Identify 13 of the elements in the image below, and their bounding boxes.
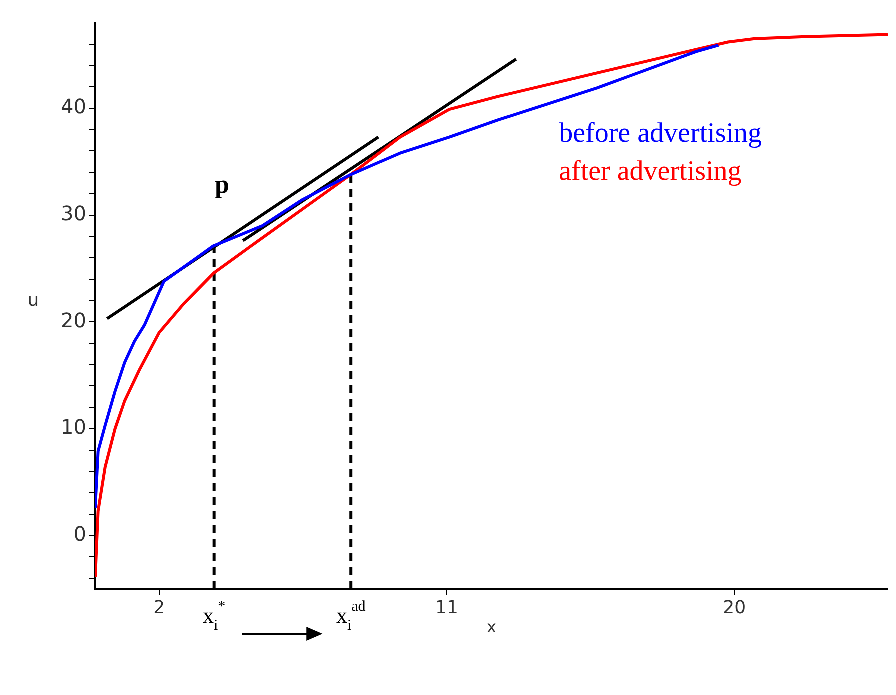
x-axis-title: x <box>486 618 496 637</box>
y-tick-label: 40 <box>60 94 86 119</box>
y-tick-label: 20 <box>60 308 86 332</box>
x-tick-label: 2 <box>154 598 166 619</box>
x-tick-label: 11 <box>436 598 458 619</box>
series-label: before advertising <box>559 118 762 149</box>
annotation: p <box>215 170 230 199</box>
y-tick-label: 30 <box>60 201 86 226</box>
x-tick-label: 20 <box>723 598 746 619</box>
y-axis-title: u <box>28 290 40 312</box>
y-tick-label: 10 <box>60 415 86 440</box>
y-tick-label: 0 <box>74 522 86 546</box>
text: after advertising <box>559 156 742 187</box>
